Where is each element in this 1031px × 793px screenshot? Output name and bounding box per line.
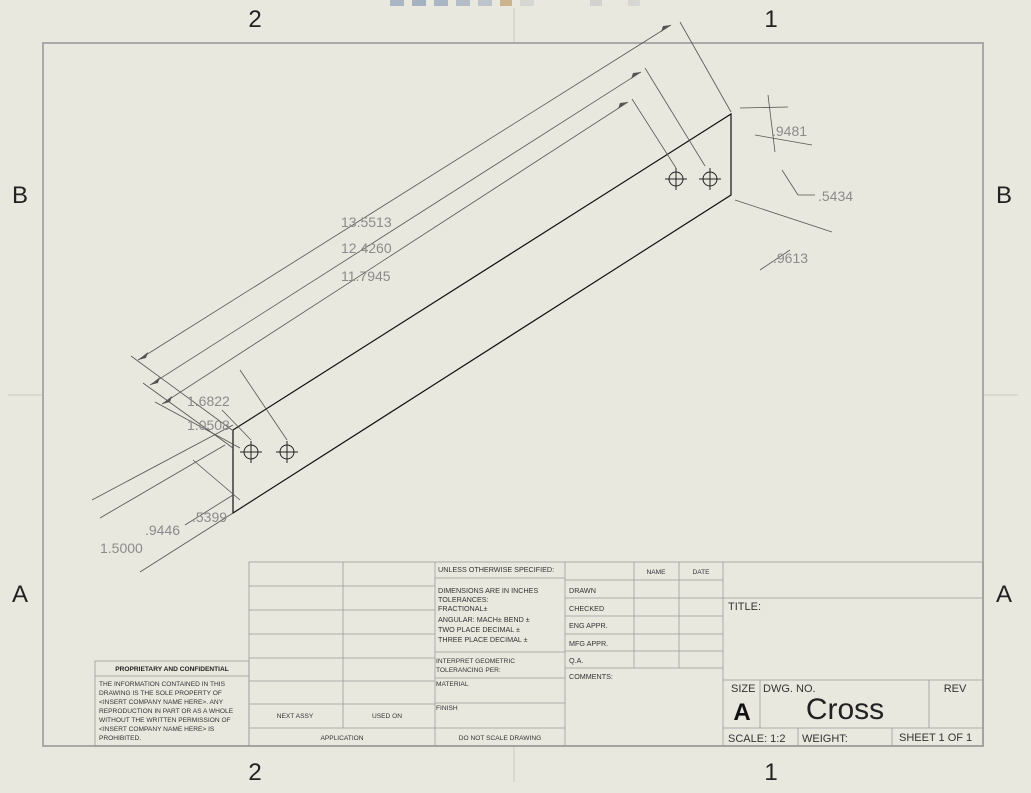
dimension-13-5513[interactable]: 13.5513 (341, 214, 392, 230)
tb-weight: WEIGHT: (802, 733, 848, 745)
zone-label-right-a: A (996, 581, 1012, 608)
tb-dwg-no-label: DWG. NO. (763, 683, 816, 695)
part-outline[interactable] (232, 112, 732, 515)
zone-label-left-b: B (12, 182, 28, 209)
proprietary-heading: PROPRIETARY AND CONFIDENTIAL (115, 666, 229, 673)
dimension-12-4260[interactable]: 12.4260 (341, 240, 392, 256)
zone-label-top-2: 2 (248, 6, 261, 33)
appearance-icon[interactable] (590, 0, 602, 6)
tb-interpret-1: INTERPRET GEOMETRIC (436, 658, 515, 665)
title-block (94, 561, 984, 747)
tb-used-on: USED ON (372, 713, 402, 720)
zoom-icon[interactable] (390, 0, 404, 6)
zoom-area-icon[interactable] (412, 0, 426, 6)
tb-size-label: SIZE (731, 683, 755, 695)
proprietary-line: DRAWING IS THE SOLE PROPERTY OF (99, 690, 222, 697)
tb-scale: SCALE: 1:2 (728, 733, 785, 745)
zone-label-top-1: 1 (764, 6, 777, 33)
dimension-1-5000[interactable]: 1.5000 (100, 540, 143, 556)
tb-next-assy: NEXT ASSY (277, 713, 314, 720)
tb-finish: FINISH (436, 705, 458, 712)
zone-ticks (8, 8, 1018, 782)
tb-drawn: DRAWN (569, 586, 596, 595)
dimension-1-0508[interactable]: 1.0508 (187, 417, 230, 433)
dimension-9613[interactable]: .9613 (773, 250, 808, 266)
tb-dims-inches: DIMENSIONS ARE IN INCHES (438, 586, 538, 595)
rotate-icon[interactable] (456, 0, 470, 6)
tb-application: APPLICATION (320, 735, 363, 742)
scene-icon[interactable] (628, 0, 640, 6)
proprietary-line: PROHIBITED. (99, 735, 141, 742)
tb-checked: CHECKED (569, 604, 604, 613)
tb-title-label: TITLE: (728, 601, 761, 613)
tb-fractional: FRACTIONAL± (438, 604, 488, 613)
zone-label-left-a: A (12, 581, 28, 608)
dimension-5434[interactable]: .5434 (818, 188, 853, 204)
dimension-9446[interactable]: .9446 (145, 522, 180, 538)
hide-show-icon[interactable] (520, 0, 534, 6)
tb-angular: ANGULAR: MACH± BEND ± (438, 615, 530, 624)
proprietary-line: THE INFORMATION CONTAINED IN THIS (99, 681, 226, 688)
tb-tolerances: TOLERANCES: (438, 595, 489, 604)
zone-label-bottom-2: 2 (248, 759, 261, 786)
proprietary-line: REPRODUCTION IN PART OR AS A WHOLE (99, 708, 234, 715)
tb-three-place: THREE PLACE DECIMAL ± (438, 635, 528, 644)
dimension-9481[interactable]: .9481 (772, 123, 807, 139)
proprietary-line: <INSERT COMPANY NAME HERE> IS (99, 726, 215, 733)
hole-markers (240, 168, 721, 463)
tb-unless-otherwise: UNLESS OTHERWISE SPECIFIED: (438, 565, 554, 574)
proprietary-line: <INSERT COMPANY NAME HERE>. ANY (99, 699, 224, 706)
hole-4 (699, 168, 721, 190)
tb-mfg-appr: MFG APPR. (569, 639, 608, 648)
tb-interpret-2: TOLERANCING PER: (436, 667, 501, 674)
dimension-arrows (138, 25, 671, 404)
view-toolbar[interactable] (390, 0, 640, 6)
section-view-icon[interactable] (478, 0, 492, 6)
display-style-icon[interactable] (500, 0, 512, 6)
tb-date-header: DATE (692, 569, 710, 576)
previous-view-icon[interactable] (434, 0, 448, 6)
proprietary-line: WITHOUT THE WRITTEN PERMISSION OF (99, 717, 231, 724)
dimension-11-7945[interactable]: 11.7945 (341, 268, 391, 284)
tb-do-not-scale: DO NOT SCALE DRAWING (459, 735, 541, 742)
tb-qa: Q.A. (569, 656, 583, 665)
tb-comments: COMMENTS: (569, 672, 613, 681)
hole-3 (665, 168, 687, 190)
tb-eng-appr: ENG APPR. (569, 621, 608, 630)
dimension-lines (91, 21, 833, 573)
tb-material: MATERIAL (436, 681, 469, 688)
tb-dwg-no-value: Cross (806, 693, 884, 726)
hole-1 (240, 441, 262, 463)
dimension-1-6822[interactable]: 1.6822 (187, 393, 230, 409)
zone-label-bottom-1: 1 (764, 759, 777, 786)
tb-two-place: TWO PLACE DECIMAL ± (438, 625, 520, 634)
tb-size-value: A (733, 699, 750, 726)
tb-rev-label: REV (944, 683, 967, 695)
dimension-5399[interactable]: .5399 (192, 509, 227, 525)
tb-name-header: NAME (646, 569, 666, 576)
hole-2 (276, 441, 298, 463)
zone-label-right-b: B (996, 182, 1012, 209)
tb-sheet: SHEET 1 OF 1 (899, 732, 972, 744)
